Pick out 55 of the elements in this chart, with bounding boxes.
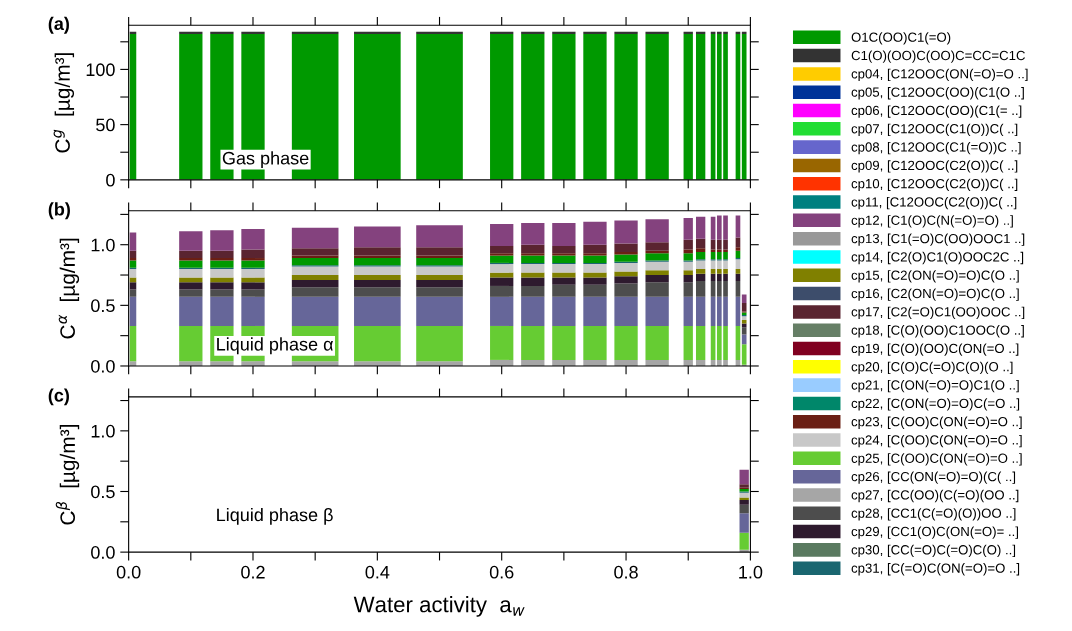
y-tick-label: 0.0 [91,359,115,373]
legend-label: C1(O)(OO)C(OO)C=CC=C1C [851,50,1025,63]
y-tick-label: 0 [106,173,115,187]
legend-label: cp29, [CC1(O)C(ON(=O)= ..] [851,526,1018,539]
y-tick-label: 0.5 [91,485,115,499]
annotation: Liquid phase β [217,508,333,525]
legend-label: cp10, [C12OOC(C2(O))C( ..] [851,178,1018,191]
y-tick-label: 0.0 [91,546,115,559]
annotation: Gas phase [222,151,309,169]
y-tick-label: 50 [96,118,115,132]
legend-label: cp25, [C(OO)C(ON(=O)=O ..] [851,453,1022,466]
chart-title: (b) [48,202,70,220]
legend-label: cp23, [C(OO)C(ON(=O)=O ..] [851,416,1022,429]
legend-label: cp07, [C12OOC(C1(O))C( ..] [851,123,1018,137]
x-tick-label: 0.0 [116,565,141,579]
y-tick-label: 1.0 [91,238,115,252]
y-axis-title: C$^{α}$ [µg/m³] [58,238,80,339]
legend-label: cp16, [C2(ON(=O)=O)C(O ..] [851,288,1019,301]
x-axis-title: Water activity a$_{w}$ [353,596,525,617]
y-tick-label: 0.5 [91,299,115,313]
legend-label: cp18, [C(O)(OO)C1OOC(O ..] [851,325,1024,338]
legend-label: cp20, [C(O)C(=O)C(O)(O ..] [851,361,1013,374]
x-tick-label: 0.2 [241,565,265,579]
x-tick-label: 0.6 [489,565,514,579]
y-tick-label: 1.0 [91,424,115,438]
legend-label: cp08, [C12OOC(C1(=O))C ..] [851,142,1021,155]
x-tick-label: 0.8 [614,565,638,579]
legend-label: cp27, [CC(OO)(C(=O)(OO ..] [851,489,1019,503]
legend-label: cp12, [C1(O)C(N(=O)=O) ..] [851,215,1013,228]
legend-label: cp24, [C(OO)C(ON(=O)=O ..] [851,434,1022,448]
legend-label: cp09, [C12OOC(C2(O))C( ..] [851,160,1018,173]
chart-title: (a) [48,16,69,34]
legend-label: cp05, [C12OOC(OO)(C1(O ..] [851,87,1024,100]
legend-label: cp04, [C12OOC(ON(=O)=O ..] [851,68,1028,82]
legend-label: cp30, [CC(=O)C(=O)C(O) ..] [851,544,1016,558]
annotation: Liquid phase α [217,337,334,355]
legend-label: cp13, [C1(=O)C(OO)OOC1 ..] [851,233,1025,246]
y-axis-title: C$^{g}$ [µg/m³] [53,53,75,153]
legend-label: cp17, [C2(=O)C1(OO)OOC ..] [851,306,1025,320]
legend-label: cp14, [C2(O)C1(O)OOC2C ..] [851,251,1024,265]
x-tick-label: 1.0 [739,565,763,579]
legend-label: cp11, [C12OOC(C2(O))C( ..] [851,196,1017,210]
legend-label: O1C(OO)C1(=O) [851,32,951,45]
legend-label: cp31, [C(=O)C(ON(=O)=O ..] [851,563,1020,576]
legend-label: cp15, [C2(ON(=O)=O)C(O ..] [851,270,1019,283]
y-axis-title: C$^{β}$ [µg/m³] [55,425,80,525]
legend-label: cp21, [C(ON(=O)=O)C1(O ..] [851,380,1019,393]
y-tick-label: 100 [86,63,115,77]
legend-label: cp26, [CC(ON(=O)=O)(C( ..] [851,471,1016,484]
legend-label: cp19, [C(O)(OO)C(ON(=O ..] [851,343,1019,356]
x-tick-label: 0.4 [365,565,390,579]
legend-label: cp06, [C12OOC(OO)(C1(= ..] [851,105,1022,118]
legend-label: cp28, [CC1(C(=O)(O))OO ..] [851,508,1016,521]
legend-label: cp22, [C(ON(=O)=O)C(=O ..] [851,398,1020,411]
chart-title: (c) [48,388,69,406]
